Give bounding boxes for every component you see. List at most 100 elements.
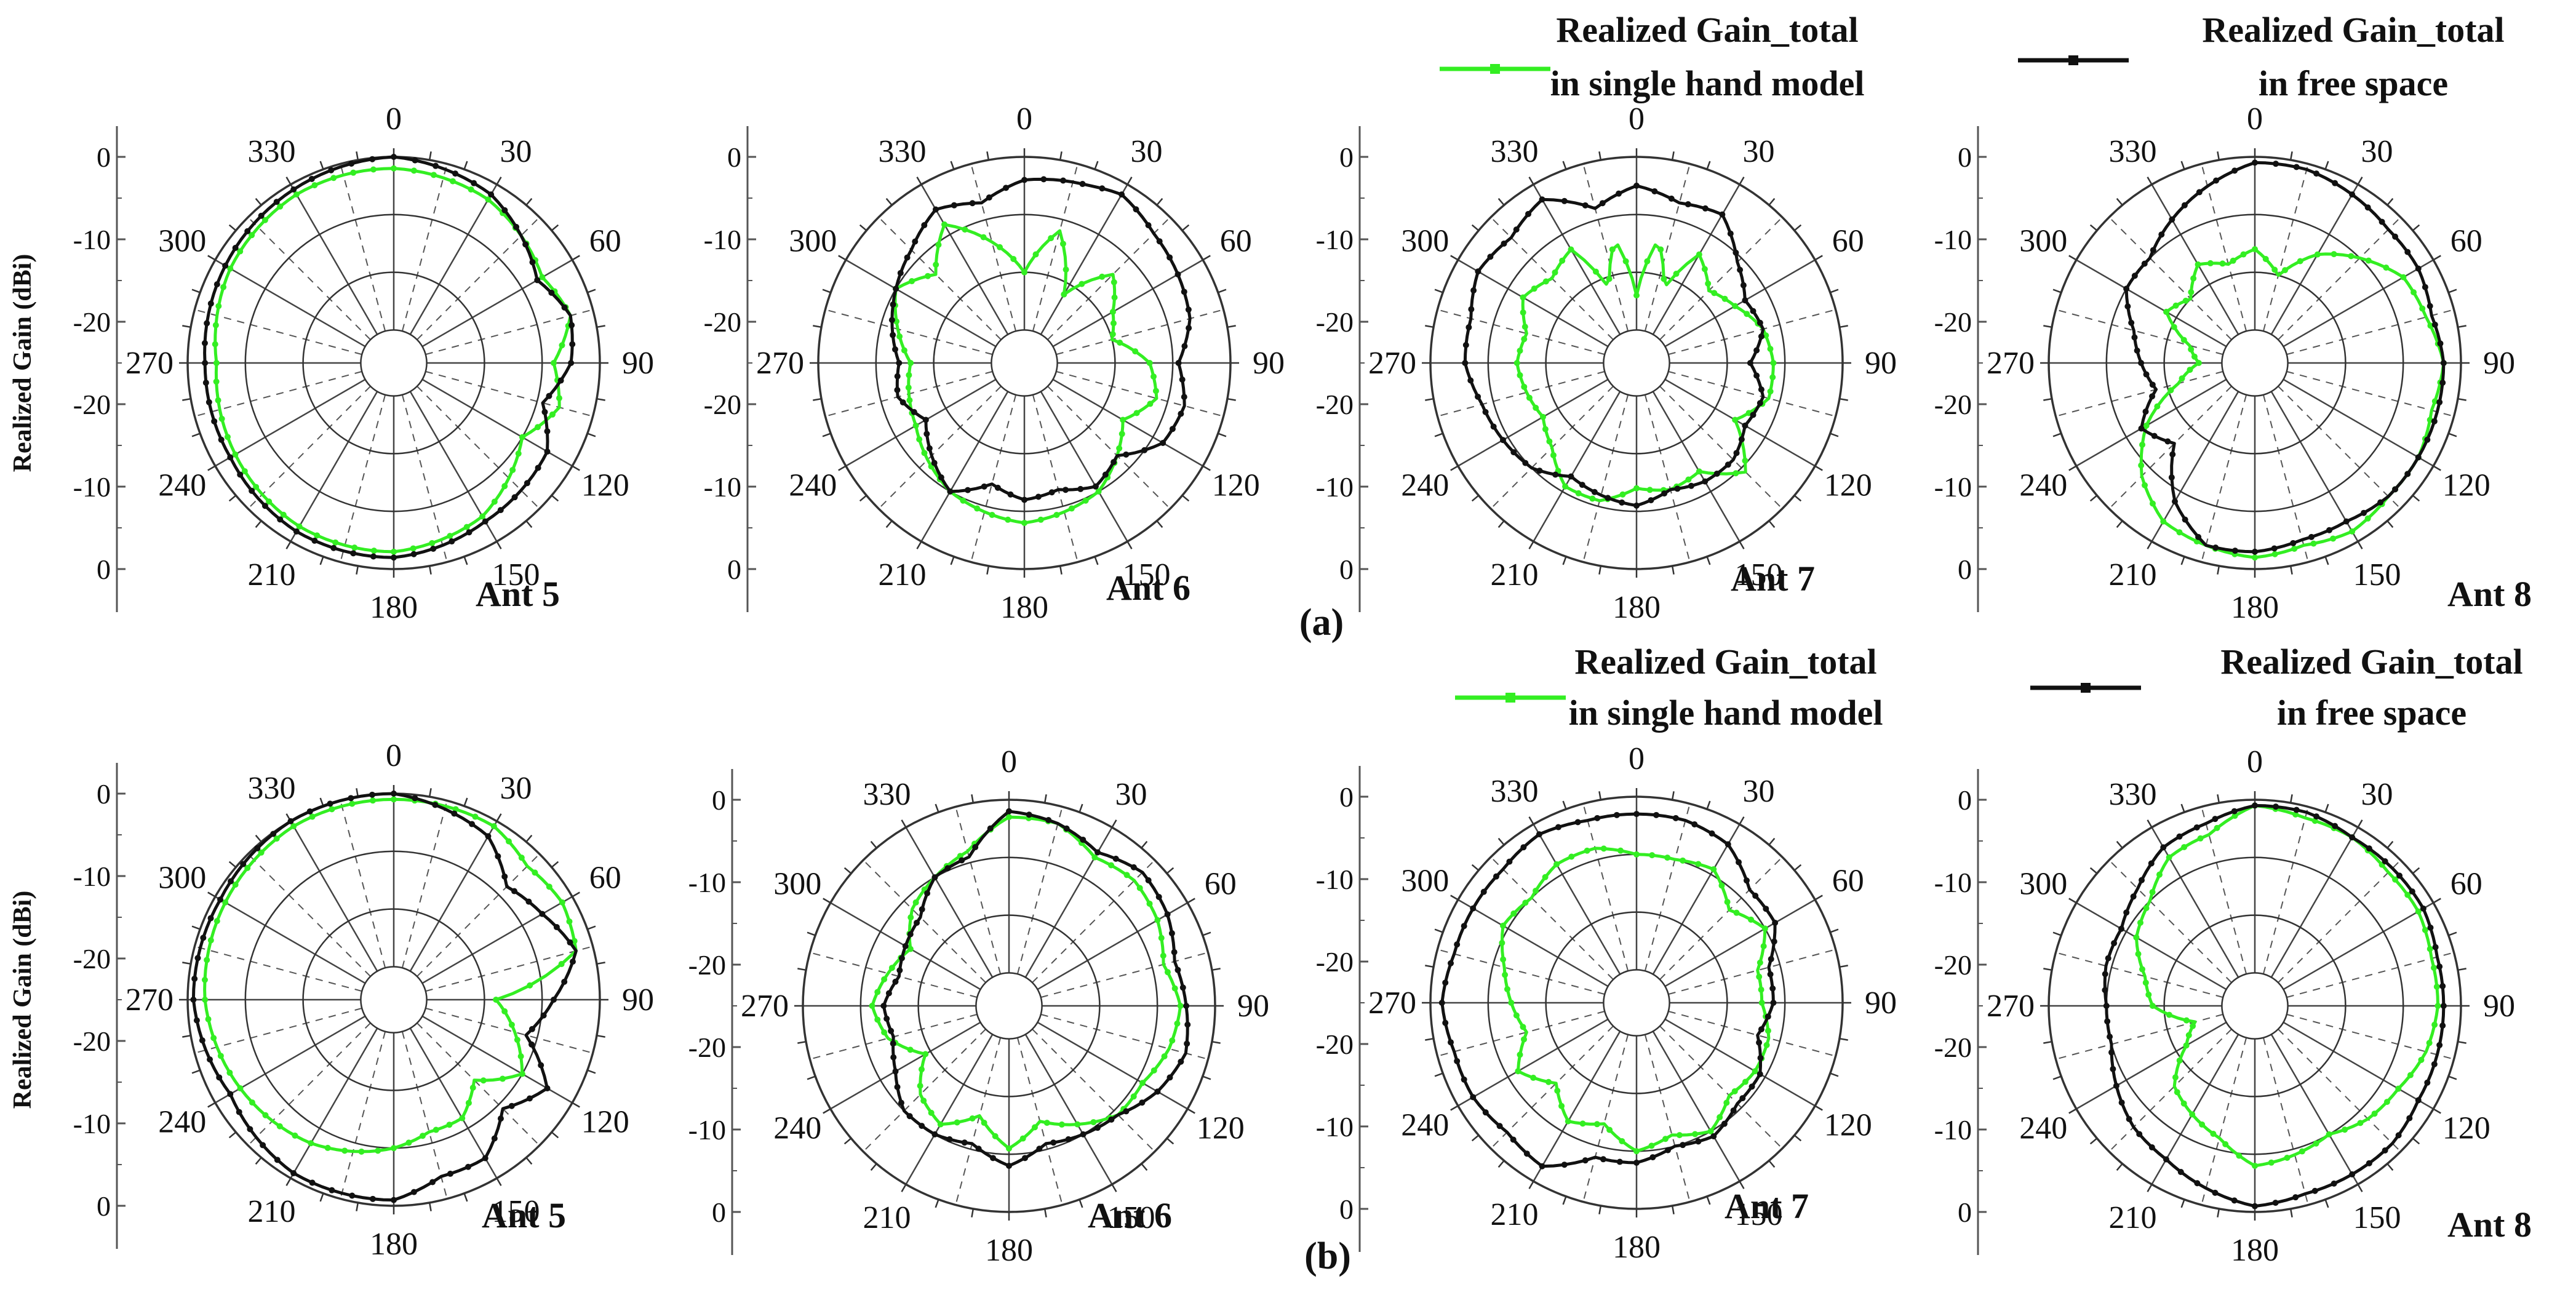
spoke-minor [194, 946, 362, 992]
angle-tick [207, 1102, 216, 1108]
series-marker [1021, 1155, 1028, 1162]
series-marker [254, 845, 261, 851]
angle-label-240: 240 [773, 1111, 821, 1146]
series-marker [890, 1040, 896, 1047]
series-marker [1186, 325, 1192, 332]
series-marker [207, 937, 214, 944]
series-marker [1756, 1039, 1763, 1046]
series-marker [447, 1170, 453, 1177]
series-marker [491, 1135, 498, 1142]
series-marker [518, 855, 525, 861]
angle-tick [2089, 867, 2098, 874]
series-marker [2160, 844, 2167, 851]
angle-tick [1706, 556, 1711, 565]
series-marker [1520, 844, 1527, 851]
series-marker [1043, 1120, 1050, 1126]
series-marker [1006, 808, 1012, 815]
series-marker [2297, 258, 2303, 265]
series-marker [1521, 324, 1528, 330]
angle-tick [1768, 197, 1776, 206]
series-marker [917, 1083, 923, 1090]
spoke-minor [401, 1031, 448, 1199]
series-marker [2174, 1089, 2180, 1096]
series-marker [1769, 374, 1776, 381]
angle-tick [2289, 1208, 2293, 1217]
angle-tick [1814, 1105, 1823, 1111]
series-marker [2440, 360, 2447, 366]
series-marker [1531, 285, 1537, 292]
angle-tick [1141, 840, 1148, 849]
series-marker [1584, 847, 1590, 854]
spoke-minor [2056, 952, 2223, 998]
series-marker [1721, 1120, 1728, 1127]
angle-tick [587, 1069, 596, 1074]
series-marker [1031, 1124, 1038, 1131]
radial-tick-label: -10 [688, 1114, 726, 1146]
series-marker [2395, 1132, 2402, 1139]
series-marker [261, 217, 268, 223]
series-marker [1545, 1078, 1552, 1085]
series-marker [2133, 934, 2140, 941]
spoke-minor [340, 394, 386, 562]
series-marker [1442, 979, 1449, 986]
angle-label-180: 180 [1000, 590, 1048, 625]
series-marker [2252, 1162, 2258, 1169]
angle-label-90: 90 [2483, 346, 2515, 381]
series-marker [946, 1136, 953, 1142]
series-marker [2419, 305, 2426, 312]
spoke-minor [2286, 1013, 2454, 1060]
series-marker [1533, 404, 1539, 411]
series-marker [932, 206, 939, 213]
spoke-minor [1490, 1026, 1614, 1149]
series-marker [224, 434, 231, 440]
series-marker [869, 1003, 875, 1009]
spoke-minor [2201, 1037, 2247, 1205]
series-marker [2160, 518, 2167, 525]
series-marker [881, 976, 888, 982]
series-marker [290, 1169, 297, 1176]
series-marker [1147, 400, 1154, 407]
angle-tick [2068, 255, 2077, 261]
spoke-major [1052, 378, 1203, 467]
series-marker [514, 1037, 520, 1043]
angle-tick [1141, 1163, 1148, 1171]
series-marker [1110, 320, 1117, 327]
angle-tick [182, 962, 191, 965]
angle-tick [797, 1040, 807, 1044]
series-marker [546, 392, 552, 399]
series-marker [249, 1099, 255, 1106]
series-marker [1542, 874, 1549, 880]
series-marker [1006, 1145, 1012, 1152]
angle-tick [285, 1177, 292, 1186]
chart-title: Ant 8 [2447, 574, 2532, 614]
series-marker [2163, 308, 2170, 315]
series-marker [1696, 251, 1702, 258]
series-marker [539, 274, 546, 281]
series-marker [1065, 1136, 1072, 1142]
series-marker [1161, 1053, 1168, 1060]
series-marker [370, 166, 377, 173]
series-marker [1184, 1021, 1191, 1028]
series-marker [328, 167, 335, 173]
angle-tick [822, 289, 831, 293]
series-marker [1738, 436, 1745, 443]
series-marker [2118, 925, 2124, 932]
angle-tick [2387, 520, 2394, 528]
angle-tick [1839, 1037, 1848, 1041]
series-marker [1558, 1102, 1565, 1109]
angle-tick [2147, 541, 2153, 549]
series-marker [204, 957, 210, 963]
series-marker [1737, 266, 1744, 273]
angle-tick [2412, 495, 2420, 502]
series-marker [2193, 824, 2200, 831]
spoke-major [215, 378, 366, 467]
angle-tick [285, 541, 292, 549]
angle-tick [1156, 197, 1163, 206]
series-marker [1523, 1150, 1530, 1157]
angle-tick [885, 520, 893, 528]
series-marker [308, 1140, 314, 1147]
series-marker [1517, 348, 1523, 354]
spoke-minor [1659, 386, 1783, 509]
radial-tick-label: 0 [712, 1197, 726, 1228]
series-marker [2188, 346, 2195, 353]
